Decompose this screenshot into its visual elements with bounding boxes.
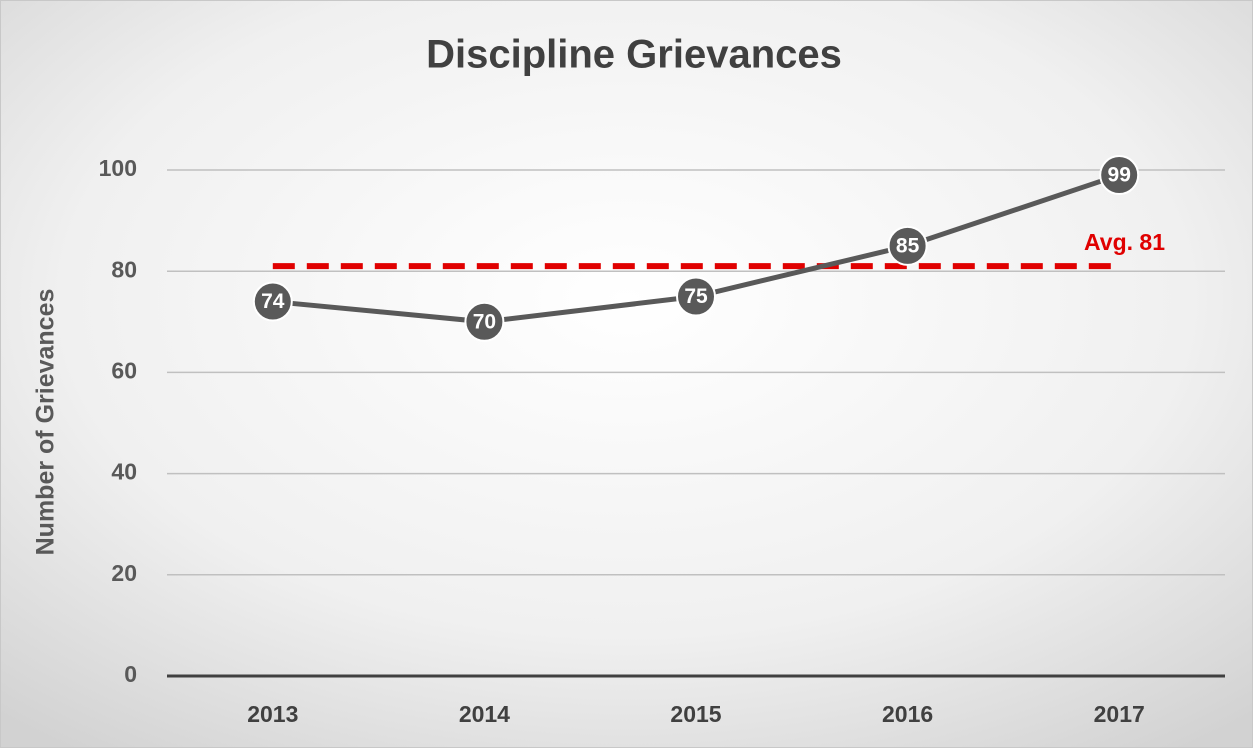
x-tick-label: 2013 bbox=[247, 701, 298, 727]
data-point bbox=[676, 276, 716, 317]
data-point bbox=[1099, 155, 1140, 196]
y-axis-title: Number of Grievances bbox=[32, 289, 60, 556]
y-tick-label: 100 bbox=[99, 155, 137, 181]
data-label: 99 bbox=[1108, 164, 1131, 187]
chart-title: Discipline Grievances bbox=[426, 33, 842, 77]
average-label: Avg. 81 bbox=[1084, 229, 1165, 255]
y-tick-label: 0 bbox=[124, 661, 137, 687]
data-label: 70 bbox=[473, 310, 496, 333]
y-tick-label: 20 bbox=[111, 560, 137, 586]
y-tick-label: 80 bbox=[111, 256, 137, 282]
x-tick-label: 2017 bbox=[1094, 701, 1145, 727]
y-tick-label: 40 bbox=[111, 459, 137, 485]
data-label: 74 bbox=[261, 290, 285, 313]
data-point bbox=[252, 281, 293, 322]
data-label: 75 bbox=[684, 285, 708, 308]
y-tick-label: 60 bbox=[111, 357, 137, 383]
x-tick-label: 2016 bbox=[882, 701, 933, 727]
x-tick-label: 2015 bbox=[670, 701, 721, 727]
x-tick-label: 2014 bbox=[459, 701, 510, 727]
data-point bbox=[464, 301, 505, 342]
data-point bbox=[887, 225, 928, 266]
data-label: 85 bbox=[896, 234, 920, 257]
